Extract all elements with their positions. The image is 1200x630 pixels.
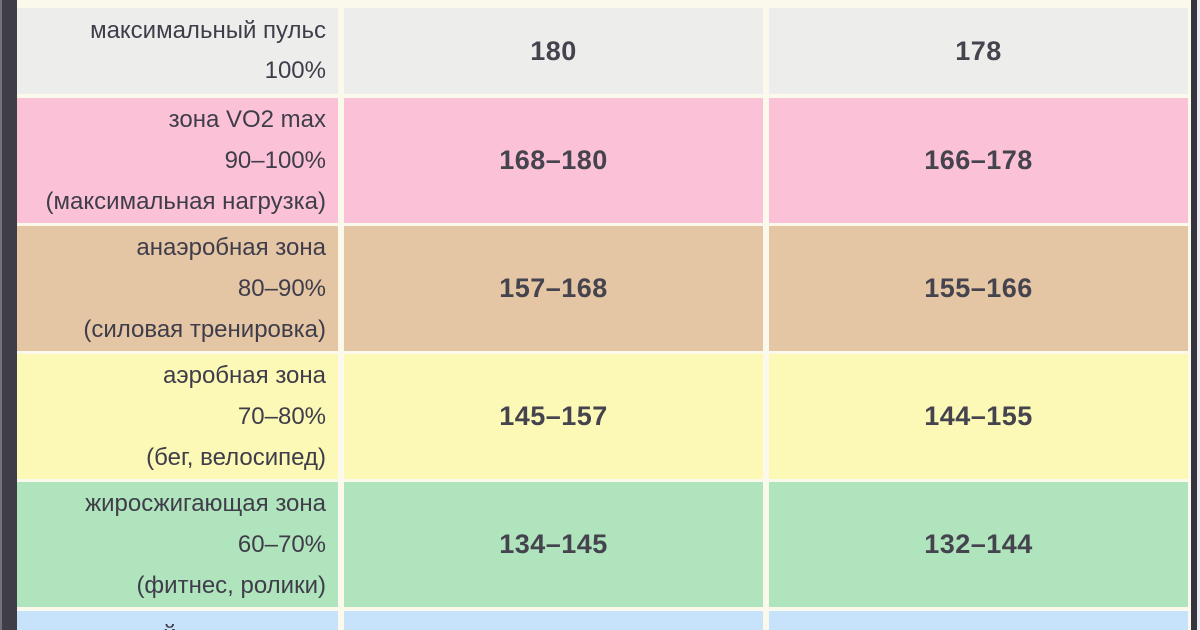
zone-name: анаэробная зона <box>136 234 326 261</box>
zone-label-cell: жиросжигающая зона 60–70% (фитнес, ролик… <box>17 482 338 607</box>
pulse-value-cell <box>769 611 1188 630</box>
pulse-value-cell: 157–168 <box>344 226 763 351</box>
zone-name: жиросжигающая зона <box>85 490 326 517</box>
pulse-value-cell: 168–180 <box>344 98 763 223</box>
zone-description: (бег, велосипед) <box>146 444 326 471</box>
zone-name: максимальный пульс <box>90 17 326 44</box>
zone-name: аэробная зона <box>163 362 326 389</box>
zone-description: (фитнес, ролики) <box>136 572 326 599</box>
zone-percent: 80–90% <box>237 275 326 302</box>
pulse-value-cell: 178 <box>769 8 1188 94</box>
zone-label-cell: зона VO2 max 90–100% (максимальная нагру… <box>17 98 338 223</box>
pulse-value-cell: 134–145 <box>344 482 763 607</box>
clipped-text-hint: й <box>163 621 176 630</box>
zone-label-cell: анаэробная зона 80–90% (силовая трениров… <box>17 226 338 351</box>
zone-description: (силовая тренировка) <box>83 316 326 343</box>
zone-percent: 100% <box>264 57 326 84</box>
right-edge-strip <box>1197 0 1200 630</box>
zone-name: зона VO2 max <box>168 106 326 133</box>
table-row-max-pulse: максимальный пульс 100% 180 178 <box>17 8 1188 94</box>
zone-label-cell: й <box>17 611 338 630</box>
table-row-anaerobic: анаэробная зона 80–90% (силовая трениров… <box>17 226 1188 351</box>
table-body: максимальный пульс 100% 180 178 зона VO2… <box>17 8 1188 630</box>
table-row-partial: й <box>17 611 1188 630</box>
zone-label-cell: аэробная зона 70–80% (бег, велосипед) <box>17 354 338 479</box>
zone-description: (максимальная нагрузка) <box>45 188 326 215</box>
pulse-value-cell: 132–144 <box>769 482 1188 607</box>
zone-label-cell: максимальный пульс 100% <box>17 8 338 94</box>
table-row-fat-burning: жиросжигающая зона 60–70% (фитнес, ролик… <box>17 482 1188 607</box>
pulse-value-cell: 155–166 <box>769 226 1188 351</box>
right-border-line <box>1191 0 1197 630</box>
pulse-value-cell: 144–155 <box>769 354 1188 479</box>
pulse-value-cell: 180 <box>344 8 763 94</box>
pulse-value-cell <box>344 611 763 630</box>
pulse-value-cell: 166–178 <box>769 98 1188 223</box>
pulse-value-cell: 145–157 <box>344 354 763 479</box>
left-border-bar <box>0 0 17 630</box>
table-row-aerobic: аэробная зона 70–80% (бег, велосипед) 14… <box>17 354 1188 479</box>
table-row-vo2max: зона VO2 max 90–100% (максимальная нагру… <box>17 98 1188 223</box>
zone-percent: 90–100% <box>224 147 326 174</box>
zone-percent: 70–80% <box>237 403 326 430</box>
zone-percent: 60–70% <box>237 531 326 558</box>
